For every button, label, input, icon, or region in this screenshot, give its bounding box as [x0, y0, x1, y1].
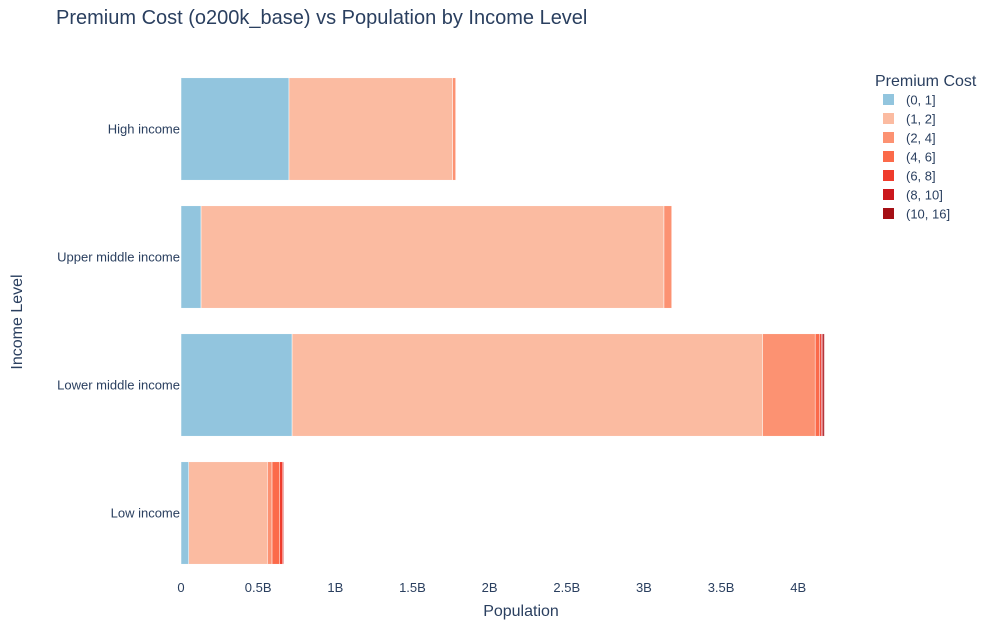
bar-lower-middle-income-10-16[interactable] — [822, 333, 825, 437]
bar-lower-middle-income-4-6[interactable] — [814, 333, 821, 437]
x-tick-label: 0.5B — [245, 580, 272, 595]
legend-label: (1, 2] — [906, 112, 936, 127]
legend-label: (8, 10] — [906, 188, 943, 203]
x-tick-label: 1.5B — [399, 580, 426, 595]
legend-label: (10, 16] — [906, 207, 950, 222]
y-axis-ticks: Low income Lower middle income Upper middl… — [57, 122, 180, 521]
y-tick-label: Lower middle income — [57, 378, 180, 393]
bar-high-income-2-4[interactable] — [452, 77, 456, 181]
legend-swatch — [883, 208, 894, 219]
legend-swatch — [883, 170, 894, 181]
x-tick-label: 0 — [177, 580, 184, 595]
legend-label: (4, 6] — [906, 150, 936, 165]
chart-title: Premium Cost (o200k_base) vs Population … — [56, 7, 587, 29]
bar-lower-middle-income-0-1[interactable] — [180, 333, 293, 437]
y-tick-label: Low income — [111, 506, 180, 521]
bar-low-income-4-6[interactable] — [271, 461, 281, 565]
bar-lower-middle-income-1-2[interactable] — [291, 333, 763, 437]
legend-item-0-1[interactable]: (0, 1] — [883, 93, 936, 108]
bar-upper-middle-income-1-2[interactable] — [200, 205, 665, 309]
legend-swatch — [883, 132, 894, 143]
legend-swatch — [883, 151, 894, 162]
legend-swatch — [883, 113, 894, 124]
legend-swatch — [883, 189, 894, 200]
legend-swatch — [883, 94, 894, 105]
bar-upper-middle-income-0-1[interactable] — [180, 205, 202, 309]
bar-low-income-6-8[interactable] — [279, 461, 284, 565]
legend-label: (6, 8] — [906, 169, 936, 184]
y-axis-title: Income Level — [9, 274, 26, 369]
legend-item-4-6[interactable]: (4, 6] — [883, 150, 936, 165]
legend-item-1-2[interactable]: (1, 2] — [883, 112, 936, 127]
bar-low-income-8-10[interactable] — [282, 461, 284, 565]
x-tick-label: 4B — [790, 580, 806, 595]
bar-area — [180, 77, 825, 565]
bar-upper-middle-income-2-4[interactable] — [663, 205, 672, 309]
y-tick-label: High income — [108, 122, 180, 137]
bar-lower-middle-income-2-4[interactable] — [762, 333, 816, 437]
legend-item-10-16[interactable]: (10, 16] — [883, 207, 950, 222]
bar-high-income-1-2[interactable] — [288, 77, 453, 181]
legend[interactable]: (0, 1] (1, 2] (2, 4] (4, 6] (6, 8] (8, 10] (10… — [883, 93, 950, 222]
x-tick-label: 2B — [482, 580, 498, 595]
legend-item-6-8[interactable]: (6, 8] — [883, 169, 936, 184]
bar-low-income-2-4[interactable] — [267, 461, 273, 565]
bar-low-income-1-2[interactable] — [188, 461, 268, 565]
x-axis-title: Population — [483, 603, 559, 620]
legend-item-2-4[interactable]: (2, 4] — [883, 131, 936, 146]
bar-low-income-0-1[interactable] — [180, 461, 189, 565]
x-tick-label: 3.5B — [708, 580, 735, 595]
x-tick-label: 2.5B — [553, 580, 580, 595]
legend-label: (2, 4] — [906, 131, 936, 146]
bar-high-income-0-1[interactable] — [180, 77, 290, 181]
x-tick-label: 3B — [636, 580, 652, 595]
legend-title: Premium Cost — [875, 73, 977, 90]
x-axis-ticks: 0 0.5B 1B 1.5B 2B 2.5B 3B 3.5B 4B — [177, 580, 806, 595]
legend-label: (0, 1] — [906, 93, 936, 108]
legend-item-8-10[interactable]: (8, 10] — [883, 188, 943, 203]
x-tick-label: 1B — [327, 580, 343, 595]
y-tick-label: Upper middle income — [57, 250, 180, 265]
